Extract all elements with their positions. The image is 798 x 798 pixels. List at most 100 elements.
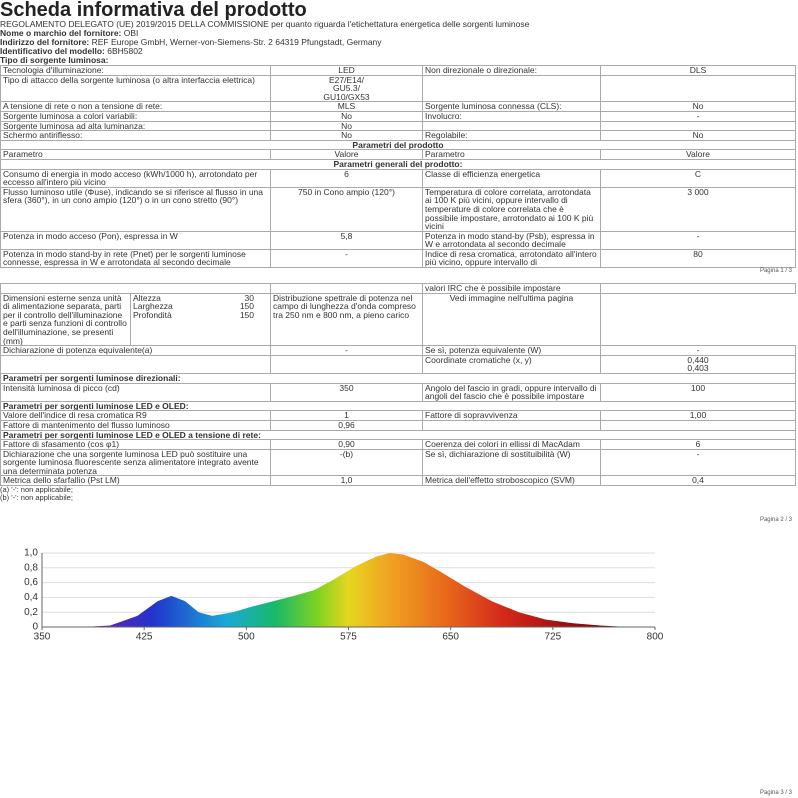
parameter-cell: Potenza in modo acceso (Pon), espressa i… <box>0 230 271 250</box>
value-cell: 0,4 <box>600 475 796 487</box>
value-cell: No <box>270 130 423 141</box>
x-tick-label: 575 <box>340 632 357 643</box>
parameter-cell: Classe di efficienza energetica <box>422 168 601 188</box>
value-cell: No <box>270 110 423 122</box>
value-cell: - <box>600 345 796 356</box>
table-row: Dichiarazione che una sorgente luminosa … <box>0 448 796 477</box>
pair-value: 150 <box>239 309 254 320</box>
empty-cell <box>270 354 423 374</box>
table-row: Parametri generali del prodotto: <box>0 158 796 170</box>
pair-label: Larghezza <box>133 301 173 312</box>
pair-label: Altezza <box>133 293 161 303</box>
parameter-cell: Non direzionale o direzionale: <box>422 65 601 76</box>
parameter-cell: valori IRC che è possibile impostare <box>422 283 601 294</box>
parameter-cell: Parametro <box>422 149 601 160</box>
parameter-cell: Tecnologia d'illuminazione: <box>0 65 271 76</box>
field-value: 6BH5802 <box>107 46 143 56</box>
multi-cell: E27/E14/GU5.3/GU10/GX53 <box>270 74 423 103</box>
parameter-cell: Coerenza dei colori in ellissi di MacAda… <box>422 439 601 450</box>
value-cell: - <box>270 248 423 269</box>
pair-value: 30 <box>244 293 254 303</box>
table-row: Parametri per sorgenti luminose LED e OL… <box>0 400 796 412</box>
header-line: Identificativo del modello: 6BH5802 <box>0 47 798 56</box>
value-cell: No <box>270 120 423 132</box>
value-cell: 750 in Cono ampio (120°) <box>270 186 423 232</box>
table: valori IRC che è possibile impostare Dime… <box>0 283 796 487</box>
value-cell: Vedi immagine nell'ultima pagina <box>422 292 601 347</box>
table-row: Tipo di attacco della sorgente luminosa … <box>0 74 796 103</box>
cell-pair: Larghezza 150 <box>133 302 268 311</box>
parameter-cell: Consumo di energia in modo acceso (kWh/1… <box>0 168 271 188</box>
empty-cell <box>422 74 601 103</box>
y-tick-label: 0,4 <box>24 592 38 603</box>
x-tick-label: 650 <box>442 632 459 643</box>
header-line: Indirizzo del fornitore: REF Europe GmbH… <box>0 38 798 47</box>
section-title: Parametri del prodotto <box>0 139 796 151</box>
value-cell: 5,8 <box>270 230 423 250</box>
cell-pair: Profondità 150 <box>133 311 268 320</box>
table-row: Potenza in modo stand-by in rete (Pnet) … <box>0 248 796 269</box>
table-row: Fattore di mantenimento del flusso lumin… <box>0 419 796 431</box>
x-tick-label: 725 <box>544 632 561 643</box>
empty-cell <box>270 283 423 294</box>
parameter-cell: Metrica dell'effetto stroboscopico (SVM) <box>422 475 601 487</box>
empty-cell <box>600 283 796 294</box>
parameter-cell: Sorgente luminosa ad alta luminanza: <box>0 120 271 132</box>
parameter-cell: A tensione di rete o non a tensione di r… <box>0 101 271 112</box>
table-row: Parametri del prodotto <box>0 139 796 151</box>
table-row: Parametro Valore Parametro Valore <box>0 149 796 160</box>
field-label: Indirizzo del fornitore: <box>0 37 90 47</box>
parameter-cell: Tipo di attacco della sorgente luminosa … <box>0 74 271 103</box>
cell-line: GU5.3/ <box>333 83 360 94</box>
value-cell: - <box>600 448 796 477</box>
value-cell: No <box>600 101 796 112</box>
empty-cell <box>600 74 796 103</box>
parameter-cell: Fattore di mantenimento del flusso lumin… <box>0 419 271 431</box>
table-row: Coordinate cromatiche (x, y) 0,440 0,403 <box>0 354 796 374</box>
table-row: Dimensioni esterne senza unità di alimen… <box>0 292 796 347</box>
cell-pair: Altezza 30 <box>133 293 268 303</box>
table-row: Intensità luminosa di picco (cd) 350 Angol… <box>0 382 796 402</box>
page-footer: Pagina 2 / 3 <box>759 517 792 523</box>
section-heading: Parametri per sorgenti luminose direzion… <box>0 372 796 384</box>
page-footer: Pagina 3 / 3 <box>759 790 792 796</box>
section-heading: Parametri per sorgenti luminose LED e OL… <box>0 429 796 441</box>
section-title: Parametri generali del prodotto: <box>0 158 796 170</box>
value-cell: 0,90 <box>270 439 423 450</box>
multi-cell: 0,440 0,403 <box>600 354 796 374</box>
cell-line: 0,440 <box>687 355 709 365</box>
field-value: OBI <box>123 28 139 38</box>
parameter-cell: Angolo del fascio in gradi, oppure inter… <box>422 382 601 402</box>
value-cell: 6 <box>600 439 796 450</box>
value-cell: 1,00 <box>600 410 796 421</box>
table-row: Metrica dello sfarfallio (Pst LM) 1,0 Metr… <box>0 475 796 487</box>
table-row: Sorgente luminosa ad alta luminanza: No <box>0 120 796 132</box>
parameter-cell: Dichiarazione di potenza equivalente(a) <box>0 345 271 356</box>
parameter-cell: Se sì, dichiarazione di sostituibilità (… <box>422 448 601 477</box>
regulation: REGOLAMENTO DELEGATO (UE) 2019/2015 DELL… <box>0 19 530 29</box>
table-row: Parametri per sorgenti luminose LED e OL… <box>0 429 796 441</box>
parameter-cell: Regolabile: <box>422 130 601 141</box>
cell-line: GU10/GX53 <box>323 91 370 102</box>
field-label: Tipo di sorgente luminosa: <box>0 55 109 65</box>
header-line: Nome o marchio del fornitore: OBI <box>0 29 798 38</box>
table-row: Potenza in modo acceso (Pon), espressa i… <box>0 230 796 250</box>
value-cell: 1,0 <box>270 475 423 487</box>
empty-cell <box>600 419 796 431</box>
value-cell: 6 <box>270 168 423 188</box>
parameter-cell: Valore dell'indice di resa cromatica R9 <box>0 410 271 421</box>
value-cell: - <box>600 110 796 122</box>
value-cell: -(b) <box>270 448 423 477</box>
x-tick-label: 350 <box>34 632 51 643</box>
page-2: valori IRC che è possibile impostare Dime… <box>0 283 798 528</box>
empty-cell <box>0 354 271 374</box>
x-tick-label: 425 <box>136 632 153 643</box>
parameter-cell: Temperatura di colore correlata, arroton… <box>422 186 601 232</box>
parameter-cell: Coordinate cromatiche (x, y) <box>422 354 601 374</box>
table-row: Dichiarazione di potenza equivalente(a) -… <box>0 345 796 356</box>
spectrum-chart: 0 0,2 0,4 0,6 0,8 1,0 350 425 500 575 650 725 800 <box>24 548 664 643</box>
section-heading: Parametri per sorgenti luminose LED e OL… <box>0 400 796 412</box>
multi-cell: Altezza 30 Larghezza 150 Profondità 150 <box>130 292 271 347</box>
x-tick-label: 800 <box>647 632 664 643</box>
value-cell: 350 <box>270 382 423 402</box>
